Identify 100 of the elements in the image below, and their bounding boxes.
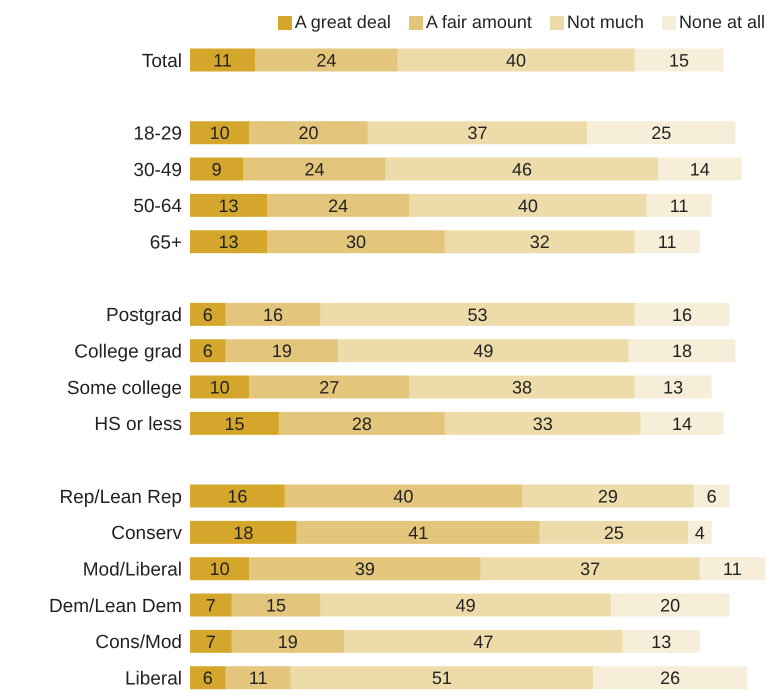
bar [190, 339, 226, 362]
data-label: 9 [212, 159, 222, 180]
bar [249, 557, 480, 580]
bar [409, 194, 646, 217]
data-label: 11 [213, 50, 232, 70]
bar [634, 302, 730, 326]
bar [190, 630, 232, 653]
data-label: 49 [456, 595, 476, 616]
data-label: 27 [319, 377, 340, 398]
data-label: 53 [467, 304, 488, 325]
bar [622, 630, 700, 653]
bar [190, 194, 268, 217]
data-label: 11 [670, 196, 688, 216]
legend-label: A great deal [294, 12, 391, 33]
bar [610, 594, 730, 617]
bar [284, 484, 522, 508]
data-label: 14 [690, 159, 710, 180]
bar [694, 484, 730, 508]
bar [226, 339, 338, 362]
bar [646, 194, 712, 217]
y-tick-label: 65+ [150, 232, 182, 254]
data-label: 40 [518, 196, 538, 216]
y-tick-label: 30-49 [133, 160, 182, 181]
data-label: 16 [227, 486, 248, 506]
bar [386, 158, 658, 181]
data-label: 15 [669, 50, 690, 70]
y-tick-label: Rep/Lean Rep [59, 486, 182, 508]
bar [587, 121, 736, 144]
y-tick-label: Conserv [111, 523, 182, 544]
bar [409, 376, 635, 399]
data-label: 10 [210, 123, 230, 144]
bar [278, 412, 445, 435]
data-label: 37 [467, 123, 488, 144]
bar [190, 158, 244, 181]
y-tick-label: Some college [66, 378, 182, 399]
bar [540, 520, 688, 544]
data-label: 7 [206, 595, 216, 616]
bar [255, 48, 398, 72]
data-label: 51 [432, 668, 452, 688]
data-label: 11 [248, 668, 268, 688]
bar [231, 594, 320, 617]
data-label: 18 [233, 522, 254, 543]
bar [338, 339, 629, 362]
data-label: 19 [278, 632, 298, 652]
data-label: 16 [672, 304, 692, 325]
bar [700, 557, 765, 580]
bar [444, 412, 641, 435]
data-label: 25 [651, 123, 672, 144]
data-label: 39 [354, 559, 375, 580]
bar [190, 666, 226, 690]
bar [190, 520, 297, 544]
data-label: 11 [723, 559, 742, 580]
bar [593, 666, 748, 690]
data-label: 46 [512, 159, 532, 180]
bar [634, 376, 712, 399]
data-label: 15 [266, 595, 286, 616]
bar [190, 48, 256, 72]
y-tick-label: 50-64 [133, 196, 182, 218]
data-label: 37 [580, 559, 600, 580]
bar [190, 412, 279, 435]
bar [522, 484, 694, 508]
data-label: 24 [316, 50, 336, 70]
legend-label: None at all [678, 12, 765, 33]
data-label: 29 [598, 486, 618, 506]
y-tick-label: Dem/Lean Dem [48, 596, 182, 617]
legend-label: A fair amount [424, 12, 532, 33]
data-label: 7 [206, 632, 216, 652]
bar [190, 121, 250, 144]
data-label: 6 [202, 341, 213, 362]
data-label: 25 [604, 522, 624, 543]
bar [320, 594, 611, 617]
data-label: 13 [651, 632, 672, 652]
bar [190, 376, 250, 399]
bar [290, 666, 594, 690]
bar [444, 230, 635, 254]
legend-label: Not much [566, 12, 644, 33]
data-label: 33 [532, 414, 553, 434]
bar [190, 302, 226, 326]
y-tick-label: Postgrad [106, 305, 182, 326]
data-label: 20 [660, 595, 680, 616]
data-label: 47 [473, 632, 494, 652]
data-label: 18 [672, 341, 692, 362]
bar [249, 376, 410, 399]
data-label: 24 [328, 196, 348, 216]
bar [640, 412, 724, 435]
bar [368, 121, 588, 144]
bar [628, 339, 736, 362]
data-label: 13 [218, 196, 239, 216]
data-label: 49 [473, 341, 494, 362]
data-label: 10 [210, 377, 230, 398]
bar [267, 194, 410, 217]
data-label: 41 [408, 522, 428, 543]
data-label: 28 [352, 414, 372, 434]
bar [249, 121, 368, 144]
y-tick-label: Mod/Liberal [82, 560, 182, 581]
bar [480, 557, 700, 580]
data-label: 6 [202, 668, 213, 688]
y-tick-label: Total [142, 50, 182, 72]
bar [190, 484, 285, 508]
bar [634, 48, 724, 72]
